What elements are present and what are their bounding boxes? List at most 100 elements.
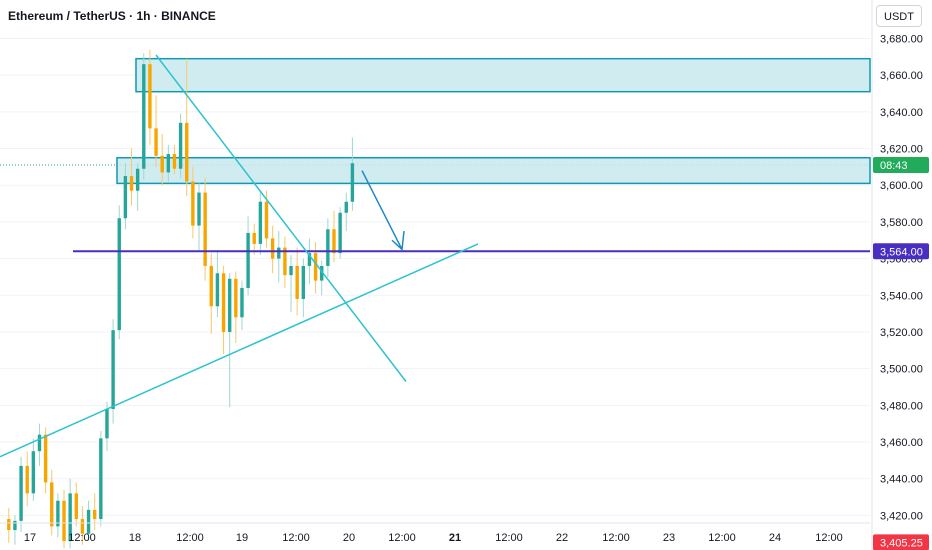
- candle-body: [185, 122, 189, 182]
- candlestick-series: [7, 49, 355, 549]
- x-tick-label: 12:00: [388, 532, 416, 544]
- x-tick-label: 12:00: [602, 532, 630, 544]
- y-tick-label: 3,500.00: [880, 364, 923, 376]
- time-axis[interactable]: 17 12:00 18 12:00 19 12:00 20 12:00 21 12:00 22 12:…: [0, 522, 870, 544]
- level-price-badge: [873, 243, 929, 260]
- candle-body: [295, 265, 299, 299]
- candle-body: [197, 192, 201, 226]
- y-tick-label: 3,640.00: [880, 107, 923, 119]
- candle-body: [264, 201, 269, 239]
- ascending-trendline: [0, 243, 479, 458]
- candle-body: [129, 176, 134, 191]
- price-badges: 08:43 3,564.00 3,405.25: [873, 157, 929, 550]
- y-tick-label: 3,580.00: [880, 217, 923, 229]
- y-tick-label: 3,620.00: [880, 144, 923, 156]
- candle-body: [191, 181, 195, 226]
- candle-body: [123, 176, 128, 219]
- candle-body: [326, 229, 330, 266]
- candle-body: [301, 265, 306, 299]
- y-tick-label: 3,460.00: [880, 437, 923, 449]
- y-tick-label: 3,540.00: [880, 290, 923, 302]
- countdown-badge-text: 08:43: [880, 160, 908, 172]
- candle-body: [19, 465, 23, 521]
- candle-body: [178, 122, 183, 169]
- price-zone: [116, 156, 871, 185]
- x-tick-label: 12:00: [708, 532, 736, 544]
- candle-body: [154, 128, 158, 156]
- candle-body: [227, 278, 232, 332]
- candle-body: [307, 253, 312, 266]
- y-tick-label: 3,600.00: [880, 180, 923, 192]
- descending-trendline: [155, 54, 407, 382]
- y-tick-label: 3,440.00: [880, 474, 923, 486]
- x-tick-label: 23: [663, 532, 675, 544]
- currency-button[interactable]: USDT: [876, 5, 922, 27]
- candle-body: [43, 434, 48, 483]
- candle-body: [117, 218, 121, 331]
- projection-arrow-head: [391, 231, 405, 251]
- candle-body: [80, 519, 85, 534]
- low-price-badge: [873, 534, 929, 550]
- low-price-badge-text: 3,405.25: [880, 537, 923, 549]
- candle-body: [338, 212, 342, 254]
- y-tick-label: 3,520.00: [880, 327, 923, 339]
- x-tick-label: 12:00: [68, 532, 96, 544]
- projection-arrow-shaft: [361, 170, 403, 250]
- candle-body: [7, 519, 11, 531]
- candle-body: [344, 201, 348, 213]
- candle-body: [56, 500, 60, 527]
- symbol-title[interactable]: Ethereum / TetherUS · 1h · BINANCE: [8, 9, 216, 23]
- candle-body: [166, 154, 171, 173]
- x-tick-label: 22: [556, 532, 568, 544]
- candle-body: [234, 278, 238, 318]
- x-tick-label: 12:00: [282, 532, 310, 544]
- candle-body: [68, 493, 72, 542]
- x-tick-label: 24: [769, 532, 781, 544]
- candle-body: [135, 168, 140, 191]
- candle-body: [13, 520, 17, 531]
- candle-body: [142, 64, 146, 169]
- level-price-badge-text: 3,564.00: [880, 246, 923, 258]
- supply-demand-zones[interactable]: [116, 57, 871, 185]
- candle-body: [74, 493, 78, 520]
- candle-body: [350, 163, 355, 202]
- candle-body: [111, 330, 115, 410]
- candle-body: [25, 465, 29, 494]
- chart-grid: [0, 38, 870, 516]
- candle-body: [283, 247, 287, 276]
- candle-body: [246, 232, 250, 288]
- candle-body: [221, 273, 226, 332]
- x-tick-label: 18: [129, 532, 141, 544]
- x-tick-label: 17: [24, 532, 36, 544]
- x-tick-label: 12:00: [176, 532, 204, 544]
- y-tick-label: 3,680.00: [880, 34, 923, 46]
- candle-body: [258, 201, 263, 244]
- candle-body: [105, 409, 109, 439]
- x-tick-label: 12:00: [815, 532, 843, 544]
- y-tick-label: 3,480.00: [880, 400, 923, 412]
- countdown-badge: [873, 157, 929, 174]
- x-tick-label: 21: [449, 532, 461, 544]
- candle-body: [252, 232, 256, 244]
- candle-body: [62, 500, 66, 542]
- candle-body: [37, 434, 42, 452]
- candle-body: [209, 265, 213, 307]
- candle-body: [148, 64, 152, 129]
- candle-body: [86, 509, 91, 534]
- price-zone: [135, 57, 871, 93]
- candle-body: [172, 154, 177, 169]
- candle-body: [270, 238, 275, 259]
- trend-drawings[interactable]: [0, 54, 870, 458]
- y-tick-label: 3,420.00: [880, 510, 923, 522]
- candle-body: [240, 287, 244, 318]
- candle-body: [93, 509, 97, 520]
- candle-body: [99, 438, 103, 520]
- candle-body: [160, 155, 164, 173]
- candle-body: [332, 229, 336, 254]
- x-tick-label: 12:00: [495, 532, 523, 544]
- price-axis[interactable]: 3,680.00 3,660.00 3,640.00 3,620.00 3,600.00…: [871, 0, 923, 550]
- candle-body: [203, 192, 207, 266]
- candle-body: [31, 451, 36, 494]
- candle-body: [320, 265, 324, 281]
